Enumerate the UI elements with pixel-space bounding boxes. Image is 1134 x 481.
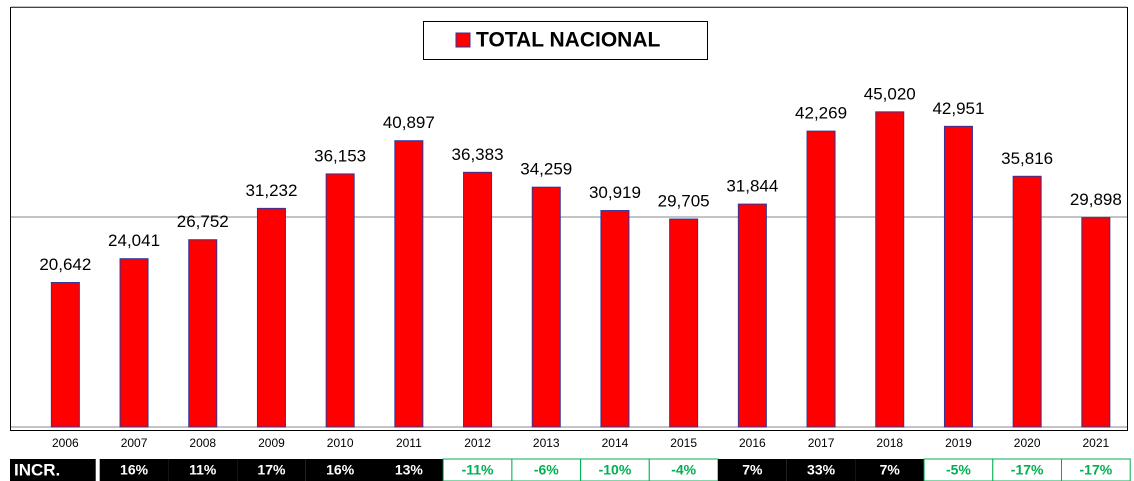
data-label: 26,752	[177, 212, 229, 231]
data-label: 30,919	[589, 183, 641, 202]
bar	[256, 207, 286, 428]
bar	[1012, 175, 1042, 428]
data-label: 36,153	[314, 146, 366, 165]
bar	[1081, 217, 1111, 428]
incr-cell	[99, 459, 169, 481]
x-tick-label: 2006	[52, 436, 79, 450]
incr-cell	[718, 459, 787, 481]
incr-label: INCR.	[14, 460, 60, 479]
x-tick-label: 2018	[876, 436, 903, 450]
incr-value: 11%	[189, 462, 217, 478]
data-label: 31,232	[245, 181, 297, 200]
bar	[737, 203, 767, 428]
bar	[531, 186, 561, 428]
incr-value: -11%	[462, 462, 494, 478]
data-label: 45,020	[864, 84, 916, 103]
bar	[119, 258, 149, 428]
legend-box	[423, 21, 708, 60]
data-label: 36,383	[452, 145, 504, 164]
incr-cell	[237, 459, 306, 481]
incr-value: 13%	[395, 462, 424, 478]
bar	[600, 210, 630, 428]
data-label: 35,816	[1001, 149, 1053, 168]
x-tick-label: 2017	[808, 436, 835, 450]
x-tick-label: 2019	[945, 436, 972, 450]
data-label: 40,897	[383, 113, 435, 132]
x-tick-label: 2016	[739, 436, 766, 450]
x-tick-label: 2008	[189, 436, 216, 450]
data-label: 31,844	[726, 177, 778, 196]
x-tick-label: 2011	[396, 436, 422, 450]
bar	[463, 171, 493, 428]
incr-cell	[168, 459, 238, 481]
x-tick-label: 2020	[1014, 436, 1041, 450]
incr-cell	[305, 459, 375, 481]
x-tick-label: 2012	[464, 436, 491, 450]
data-label: 42,269	[795, 104, 847, 123]
x-tick-label: 2013	[533, 436, 560, 450]
incr-cell	[374, 459, 444, 481]
incr-cell	[786, 459, 856, 481]
incr-value: -17%	[1011, 462, 1044, 478]
bar	[875, 111, 905, 428]
data-label: 20,642	[39, 255, 91, 274]
incr-label-cell	[10, 459, 96, 481]
incr-value: 33%	[807, 462, 836, 478]
bar	[669, 218, 699, 428]
incr-value: -5%	[946, 462, 971, 478]
legend-swatch	[455, 32, 471, 48]
x-tick-label: 2015	[670, 436, 697, 450]
incr-value: 17%	[257, 462, 286, 478]
data-label: 24,041	[108, 231, 160, 250]
incr-value: -4%	[671, 462, 696, 478]
bar	[188, 239, 218, 428]
incr-value: 7%	[880, 462, 901, 478]
x-tick-label: 2007	[121, 436, 148, 450]
x-tick-label: 2009	[258, 436, 285, 450]
data-label: 34,259	[520, 160, 572, 179]
incr-cell	[1061, 458, 1131, 481]
bar	[394, 140, 424, 428]
bar	[50, 282, 80, 428]
incr-cell	[855, 459, 925, 481]
x-tick-label: 2014	[602, 436, 629, 450]
bar	[943, 125, 973, 428]
x-tick-label: 2010	[327, 436, 354, 450]
data-label: 29,705	[658, 192, 710, 211]
bar	[806, 130, 836, 428]
legend-label: TOTAL NACIONAL	[476, 29, 660, 52]
x-tick-label: 2021	[1082, 436, 1109, 450]
incr-value: 16%	[120, 462, 149, 478]
incr-value: 16%	[326, 462, 355, 478]
incr-value: -17%	[1080, 462, 1113, 478]
incr-value: 7%	[742, 462, 763, 478]
bar	[325, 173, 355, 428]
incr-value: -6%	[534, 462, 559, 478]
data-label: 42,951	[932, 99, 984, 118]
data-label: 29,898	[1070, 190, 1122, 209]
incr-value: -10%	[599, 462, 632, 478]
